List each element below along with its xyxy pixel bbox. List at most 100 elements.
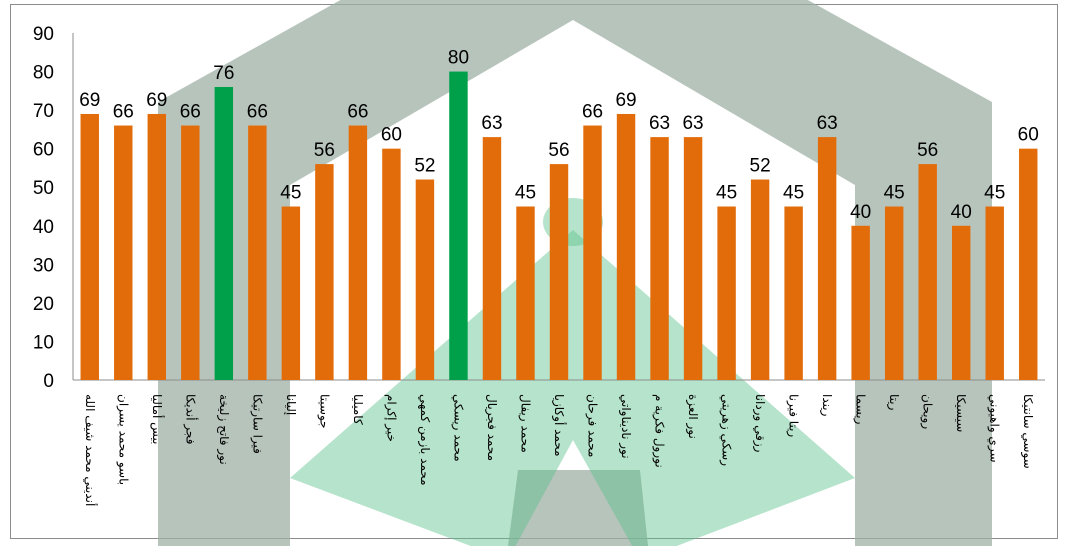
y-tick-label: 40 <box>33 217 54 238</box>
data-label: 63 <box>682 113 703 134</box>
data-label: 63 <box>817 113 838 134</box>
data-label: 40 <box>850 202 871 223</box>
category-label: سري واهيوني <box>987 394 1002 463</box>
data-label: 66 <box>113 102 134 123</box>
y-tick-label: 80 <box>33 63 54 84</box>
data-label: 40 <box>951 202 972 223</box>
bar <box>281 206 301 380</box>
data-label: 69 <box>146 90 167 111</box>
data-label: 52 <box>414 156 435 177</box>
category-label: رسكي زهريتي <box>719 394 734 466</box>
category-label: خير إكرام <box>383 394 398 442</box>
bar <box>650 137 669 380</box>
bar <box>482 137 502 380</box>
category-label: كاميليا <box>351 394 365 425</box>
bar <box>382 148 401 380</box>
category-label: نور فاتح زليخة <box>216 394 231 465</box>
data-label: 80 <box>448 48 469 69</box>
data-label: 63 <box>649 113 670 134</box>
chart-axes: 0 10 20 30 40 50 60 70 80 90 <box>33 24 1045 392</box>
data-label: 45 <box>884 183 905 204</box>
data-label: 56 <box>548 140 569 161</box>
y-tick-label: 30 <box>33 255 54 276</box>
y-tick-label: 60 <box>33 140 54 161</box>
category-label: فجر أنديكا <box>182 394 198 445</box>
category-label: فيرا سارتيكا <box>249 394 264 454</box>
data-label: 76 <box>213 63 234 84</box>
bar <box>616 113 636 380</box>
category-label: ريتا فيرنا <box>786 394 801 437</box>
bar <box>851 225 870 380</box>
data-label: 45 <box>280 183 301 204</box>
data-label: 52 <box>750 156 771 177</box>
bar <box>114 125 133 381</box>
category-label: سوسي سانتيكا <box>1020 394 1035 469</box>
data-label: 60 <box>381 125 402 146</box>
bar <box>717 206 736 380</box>
data-labels-group: 69 66 69 66 76 66 45 56 66 60 52 80 63 45 56 66 69 63 63 45… <box>79 48 1039 223</box>
category-label: رويحان <box>920 394 935 429</box>
y-tick-label: 50 <box>33 178 54 199</box>
category-label: ريسما <box>853 394 868 425</box>
data-label: 60 <box>1018 125 1039 146</box>
watermark-diamond <box>290 230 855 546</box>
data-label: 56 <box>314 140 335 161</box>
y-tick-label: 0 <box>43 371 54 392</box>
category-label: محمد ريسكي <box>450 394 465 462</box>
category-label: أنديني محمد شيف الله <box>83 394 98 506</box>
bar <box>884 206 904 380</box>
data-label: 69 <box>615 90 636 111</box>
bars-group <box>80 71 1038 381</box>
bar <box>147 113 167 380</box>
bar <box>951 225 971 380</box>
y-tick-label: 70 <box>33 101 54 122</box>
bar <box>817 137 837 380</box>
category-label: محمد ريفال <box>517 394 532 453</box>
data-label: 56 <box>917 140 938 161</box>
y-tick-label: 10 <box>33 332 54 353</box>
bar <box>1019 148 1038 380</box>
category-label: رزقي وردانا <box>752 394 767 453</box>
bar <box>214 86 234 380</box>
data-label: 63 <box>481 113 502 134</box>
bar <box>80 113 99 380</box>
category-label: ريندا <box>819 394 834 417</box>
category-label: نور العزة <box>685 394 700 439</box>
y-tick-label: 20 <box>33 294 54 315</box>
category-labels-group: أنديني محمد شيف الله باسو محمد يسران بيس أ… <box>83 394 1035 506</box>
category-label: محمد بازمن كمهي <box>417 394 432 486</box>
bar <box>348 125 368 381</box>
category-label: إليانا <box>284 394 298 415</box>
category-label: نور ناديناواتي <box>618 394 633 459</box>
bar <box>415 179 435 380</box>
bar <box>683 137 703 380</box>
bar <box>248 125 267 381</box>
category-label: محمد فرحان <box>585 394 600 457</box>
category-label: سيسيكا <box>954 394 968 432</box>
bar <box>315 164 334 380</box>
data-label: 69 <box>79 90 100 111</box>
data-label: 66 <box>247 102 268 123</box>
category-label: بيس أماليا <box>149 394 165 444</box>
data-label: 45 <box>716 183 737 204</box>
data-label: 66 <box>582 102 603 123</box>
bar <box>918 164 937 380</box>
category-label: باسو محمد يسران <box>115 394 130 485</box>
category-label: نورول فكرية م <box>652 394 667 468</box>
data-label: 45 <box>515 183 536 204</box>
data-label: 45 <box>984 183 1005 204</box>
y-tick-label: 90 <box>33 24 54 45</box>
bar <box>750 179 770 380</box>
category-label: محمد أوكازيا <box>551 394 567 457</box>
bar <box>583 125 602 381</box>
bar <box>449 71 468 381</box>
bar <box>181 125 200 381</box>
data-label: 45 <box>783 183 804 204</box>
bar <box>549 164 569 380</box>
bar <box>784 206 803 380</box>
watermark-center-door <box>508 470 648 546</box>
data-label: 66 <box>180 102 201 123</box>
category-label: ريتا <box>886 394 901 411</box>
category-label: محمد فجريال <box>484 394 499 461</box>
